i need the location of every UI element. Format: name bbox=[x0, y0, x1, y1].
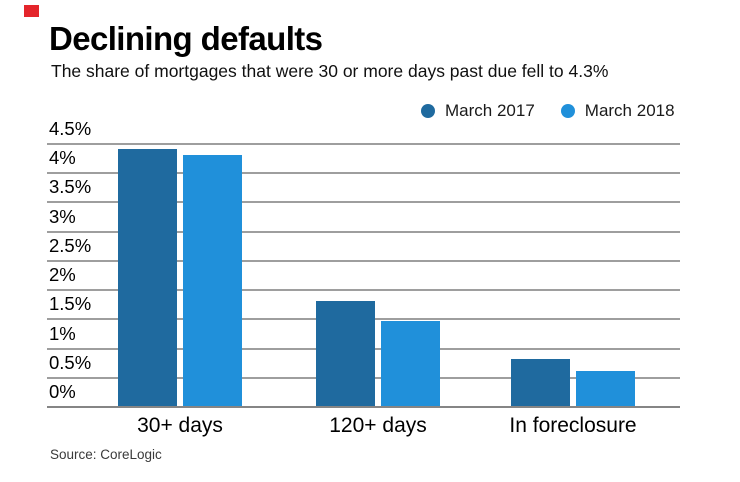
source-note: Source: CoreLogic bbox=[50, 447, 162, 462]
y-tick-label: 1.5% bbox=[49, 293, 92, 314]
y-tick-label: 4.5% bbox=[49, 118, 92, 139]
gridline bbox=[47, 201, 680, 203]
gridline bbox=[47, 143, 680, 145]
legend: March 2017 March 2018 bbox=[421, 101, 675, 121]
y-tick-label: 0% bbox=[49, 381, 76, 402]
bar-march-2018-120-days bbox=[381, 321, 440, 406]
legend-dot-march-2017-icon bbox=[421, 104, 435, 118]
category-label: 120+ days bbox=[329, 414, 427, 437]
y-tick-label: 1% bbox=[49, 323, 76, 344]
y-tick-label: 3% bbox=[49, 206, 76, 227]
y-tick-label: 2.5% bbox=[49, 235, 92, 256]
gridline bbox=[47, 231, 680, 233]
bar-march-2017-120-days bbox=[316, 301, 375, 406]
bar-march-2018-in-foreclosure bbox=[576, 371, 635, 406]
legend-label-march-2018: March 2018 bbox=[584, 101, 675, 120]
y-tick-label: 0.5% bbox=[49, 352, 92, 373]
chart-plot: 4.5% 4% 3.5% 3% 2.5% 2% 1.5% 1% 0.5% 0% 30+ days 12… bbox=[47, 118, 680, 437]
page-subtitle: The share of mortgages that were 30 or m… bbox=[51, 61, 609, 81]
y-tick-label: 3.5% bbox=[49, 176, 92, 197]
legend-item-march-2018: March 2018 bbox=[560, 101, 675, 121]
y-tick-label: 2% bbox=[49, 264, 76, 285]
gridline bbox=[47, 172, 680, 174]
bar-march-2017-30-days bbox=[118, 149, 177, 406]
bar-march-2017-in-foreclosure bbox=[511, 359, 570, 406]
page-title: Declining defaults bbox=[49, 20, 323, 57]
legend-dot-march-2018-icon bbox=[560, 104, 575, 118]
legend-label-march-2017: March 2017 bbox=[445, 101, 535, 120]
gridline bbox=[47, 289, 680, 291]
y-tick-label: 4% bbox=[49, 147, 76, 168]
brand-mark bbox=[24, 5, 39, 17]
gridline bbox=[47, 260, 680, 262]
legend-item-march-2017: March 2017 bbox=[421, 101, 535, 121]
bar-march-2018-30-days bbox=[183, 155, 242, 406]
category-label: In foreclosure bbox=[509, 414, 637, 437]
x-axis-baseline bbox=[47, 406, 680, 408]
category-label: 30+ days bbox=[137, 414, 223, 437]
